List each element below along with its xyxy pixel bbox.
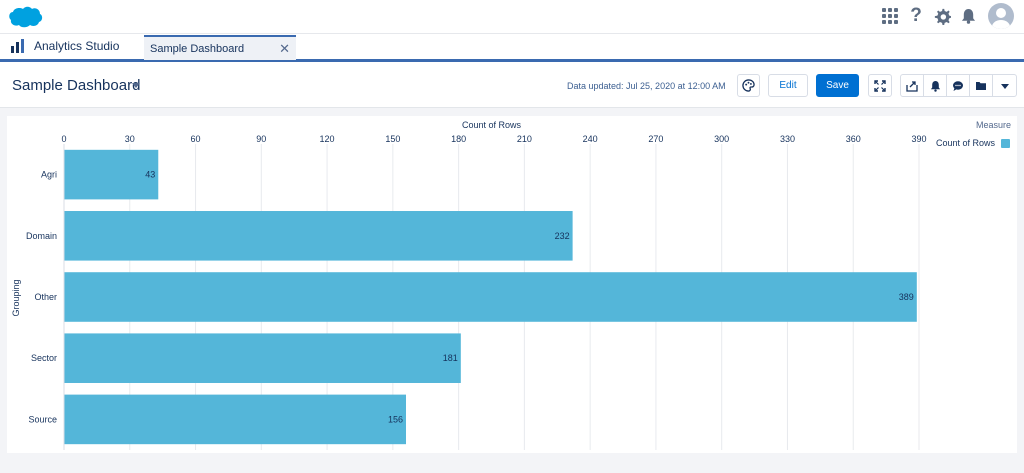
- analytics-chart-icon: [11, 39, 24, 53]
- chevron-down-icon: [1000, 83, 1009, 89]
- comments-button[interactable]: [947, 75, 970, 96]
- x-tick-label: 210: [517, 134, 532, 144]
- bar: [64, 333, 461, 383]
- dashboard-actions-group: [900, 74, 1017, 97]
- dashboard-menu-chevron-down-icon[interactable]: [132, 83, 140, 88]
- category-label: Source: [28, 414, 57, 424]
- legend[interactable]: Count of Rows: [936, 138, 1010, 148]
- x-tick-label: 270: [648, 134, 663, 144]
- user-avatar[interactable]: [988, 3, 1014, 29]
- dashboard-title: Sample Dashboard: [12, 77, 141, 94]
- x-tick-label: 180: [451, 134, 466, 144]
- x-tick-label: 150: [385, 134, 400, 144]
- folder-icon: [976, 82, 986, 90]
- setup-gear-icon[interactable]: [932, 4, 952, 28]
- expand-icon: [874, 79, 886, 92]
- legend-swatch: [1001, 138, 1010, 148]
- edit-button[interactable]: Edit: [768, 74, 808, 97]
- chart-widget: Count of Rows 0 30 60 90 120 150 180 210 240 270 30…: [7, 116, 1017, 453]
- chart-title: Count of Rows: [462, 120, 522, 130]
- salesforce-cloud-logo[interactable]: [9, 6, 43, 28]
- x-tick-label: 0: [61, 134, 66, 144]
- bar-value-label: 156: [388, 414, 403, 424]
- help-icon[interactable]: ?: [910, 5, 922, 26]
- notification-bell-icon[interactable]: [958, 4, 978, 28]
- bar-value-label: 389: [899, 292, 914, 302]
- x-tick-label: 390: [911, 134, 926, 144]
- close-tab-icon[interactable]: ✕: [279, 40, 290, 56]
- x-tick-label: 90: [256, 134, 266, 144]
- palette-icon: [742, 79, 755, 92]
- global-header: ?: [0, 0, 1024, 33]
- app-name[interactable]: Analytics Studio: [10, 38, 119, 54]
- subscribe-button[interactable]: [924, 75, 947, 96]
- bar-value-label: 181: [443, 353, 458, 363]
- category-label: Agri: [41, 170, 57, 180]
- bar: [64, 394, 406, 445]
- category-label: Domain: [26, 231, 57, 241]
- x-tick-label: 240: [583, 134, 598, 144]
- bar-value-label: 232: [555, 231, 570, 241]
- app-launcher-icon[interactable]: [880, 4, 900, 28]
- tab-sample-dashboard[interactable]: Sample Dashboard ✕: [144, 35, 296, 60]
- x-tick-label: 330: [780, 134, 795, 144]
- legend-label: Count of Rows: [935, 138, 995, 148]
- bar: [64, 149, 159, 200]
- more-actions-button[interactable]: [993, 75, 1016, 96]
- bell-icon: [930, 80, 940, 92]
- fullscreen-button[interactable]: [868, 74, 892, 97]
- bar-chart[interactable]: Count of Rows 0 30 60 90 120 150 180 210 240 270 30…: [7, 116, 1017, 453]
- legend-title: Measure: [975, 120, 1011, 130]
- comment-icon: [953, 80, 963, 91]
- share-button[interactable]: [901, 75, 924, 96]
- x-tick-label: 360: [846, 134, 861, 144]
- y-axis-title: Grouping: [11, 279, 21, 316]
- x-tick-label: 30: [125, 134, 135, 144]
- bar: [64, 211, 573, 261]
- x-tick-label: 120: [320, 134, 335, 144]
- x-tick-label: 300: [714, 134, 729, 144]
- bar: [64, 272, 917, 322]
- bar-value-label: 43: [145, 170, 155, 180]
- theme-palette-button[interactable]: [737, 74, 760, 97]
- app-name-label: Analytics Studio: [34, 39, 120, 53]
- save-button[interactable]: Save: [816, 74, 859, 97]
- dashboard-header: Sample Dashboard Data updated: Jul 25, 2…: [0, 62, 1024, 108]
- tab-bar: Analytics Studio Sample Dashboard ✕: [0, 33, 1024, 62]
- share-icon: [906, 80, 918, 92]
- x-tick-label: 60: [191, 134, 201, 144]
- tab-label: Sample Dashboard: [150, 42, 245, 55]
- data-updated-text: Data updated: Jul 25, 2020 at 12:00 AM: [567, 81, 726, 91]
- category-label: Sector: [31, 353, 57, 363]
- collection-button[interactable]: [970, 75, 993, 96]
- category-label: Other: [34, 292, 57, 302]
